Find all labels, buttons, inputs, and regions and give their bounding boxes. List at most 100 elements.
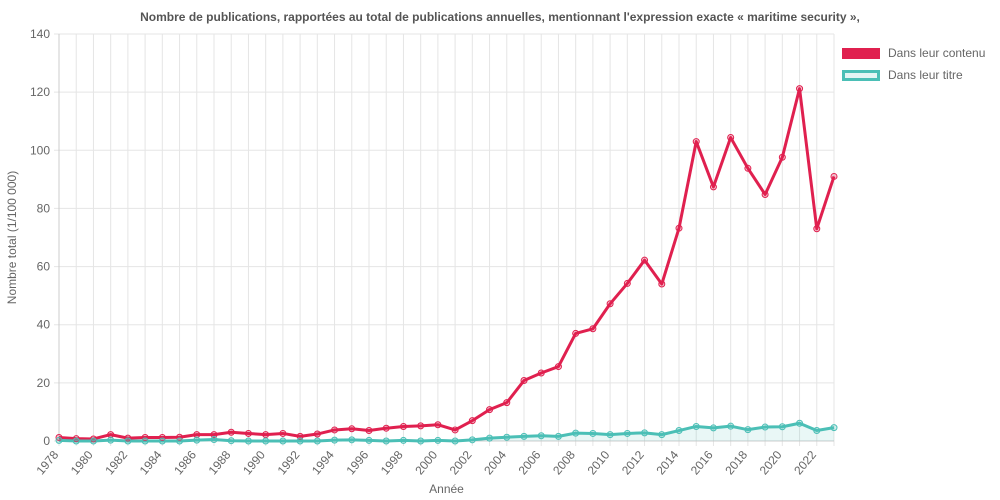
legend-item-contenu[interactable]: Dans leur contenu [842,42,985,64]
x-tick-label: 2018 [722,448,750,478]
x-tick-label: 1990 [240,448,268,478]
x-tick-label: 1980 [68,448,96,478]
data-point-titre [417,437,425,445]
y-tick-label: 20 [37,376,51,390]
data-point-titre [468,436,476,444]
data-point-titre [244,437,252,445]
y-tick-label: 60 [37,260,51,274]
data-point-contenu [520,377,528,385]
data-point-contenu [434,421,442,429]
x-tick-label: 2012 [619,448,647,478]
data-point-contenu [89,435,97,443]
data-point-contenu [365,427,373,435]
data-point-titre [554,432,562,440]
data-point-titre [572,429,580,437]
data-point-contenu [486,406,494,414]
legend-swatch-contenu [842,47,880,59]
data-point-contenu [227,428,235,436]
x-tick-label: 2014 [653,448,681,478]
data-point-contenu [641,256,649,264]
series-area-titre [59,423,834,441]
data-point-titre [382,437,390,445]
x-tick-label: 2002 [447,448,475,478]
y-tick-label: 100 [30,143,50,157]
data-point-titre [658,431,666,439]
data-point-titre [72,437,80,445]
data-point-titre [813,427,821,435]
data-point-titre [761,423,769,431]
data-point-titre [434,436,442,444]
data-point-titre [399,436,407,444]
x-tick-label: 2008 [550,448,578,478]
x-tick-label: 1994 [309,448,337,478]
data-point-contenu [210,431,218,439]
x-tick-label: 2010 [585,448,613,478]
data-point-contenu [778,153,786,161]
data-point-titre [675,427,683,435]
x-tick-label: 1984 [137,448,165,478]
y-tick-label: 80 [37,201,51,215]
data-point-contenu [761,190,769,198]
data-point-contenu [554,363,562,371]
data-point-titre [709,424,717,432]
data-point-titre [503,433,511,441]
data-point-contenu [451,426,459,434]
data-point-contenu [382,424,390,432]
y-axis-title: Nombre total (1/100 000) [5,171,19,304]
data-point-titre [520,432,528,440]
y-tick-label: 120 [30,85,50,99]
data-point-titre [744,426,752,434]
data-point-titre [348,436,356,444]
legend-item-titre[interactable]: Dans leur titre [842,64,985,86]
x-tick-label: 1982 [102,448,130,478]
legend-swatch-titre [842,69,880,81]
legend-label-titre: Dans leur titre [888,68,963,82]
data-point-contenu [830,172,838,180]
data-point-titre [830,424,838,432]
data-point-contenu [417,422,425,430]
y-tick-label: 140 [30,27,50,41]
x-tick-label: 1998 [378,448,406,478]
x-axis-title: Année [429,482,464,496]
data-point-contenu [279,429,287,437]
chart-title: Nombre de publications, rapportées au to… [140,10,860,24]
x-tick-label: 1996 [343,448,371,478]
data-point-contenu [623,279,631,287]
data-point-contenu [744,164,752,172]
data-point-titre [727,422,735,430]
data-point-contenu [331,426,339,434]
data-point-titre [623,429,631,437]
data-point-contenu [503,399,511,407]
data-point-titre [141,437,149,445]
series-line-titre [58,421,835,443]
x-tick-label: 1992 [275,448,303,478]
data-point-contenu [692,138,700,146]
data-point-contenu [796,85,804,93]
x-tick-label: 2016 [688,448,716,478]
data-point-contenu [727,133,735,141]
data-point-contenu [813,225,821,233]
data-point-titre [279,437,287,445]
data-point-contenu [572,329,580,337]
data-point-titre [227,437,235,445]
x-tick-label: 2004 [481,448,509,478]
data-point-contenu [244,429,252,437]
data-point-titre [296,437,304,445]
data-point-titre [313,437,321,445]
data-point-titre [796,419,804,427]
data-point-titre [365,436,373,444]
data-point-titre [486,434,494,442]
data-point-titre [778,423,786,431]
y-tick-label: 40 [37,318,51,332]
data-point-contenu [537,369,545,377]
legend-label-contenu: Dans leur contenu [888,46,986,60]
data-point-titre [158,437,166,445]
data-point-contenu [468,417,476,425]
series-line-contenu [58,87,836,441]
x-tick-label: 1978 [33,448,61,478]
data-point-titre [193,436,201,444]
x-tick-label: 1986 [171,448,199,478]
data-point-contenu [399,422,407,430]
y-tick-label: 0 [43,434,50,448]
